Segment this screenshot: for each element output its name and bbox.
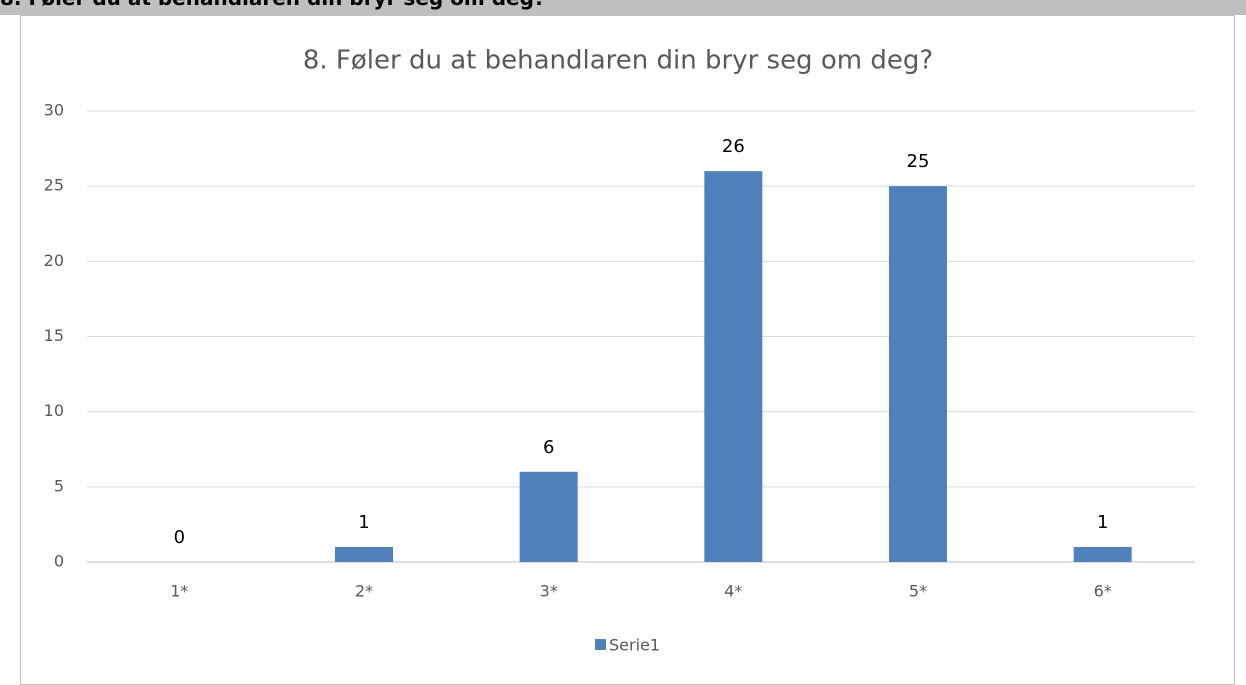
bar: [335, 546, 393, 562]
y-tick-label: 15: [44, 326, 64, 345]
x-tick-label: 2*: [355, 582, 373, 601]
data-label: 0: [174, 527, 185, 548]
bar: [519, 471, 578, 562]
x-tick-label: 4*: [724, 582, 742, 601]
data-label: 1: [358, 512, 369, 533]
y-tick-label: 25: [44, 176, 64, 195]
data-label: 25: [907, 151, 930, 172]
data-label: 6: [543, 437, 554, 458]
bar: [1073, 546, 1132, 562]
y-tick-label: 30: [44, 101, 64, 120]
y-tick-label: 10: [44, 401, 64, 420]
y-tick-label: 0: [54, 552, 64, 571]
chart-title: 8. Føler du at behandlaren din bryr seg …: [303, 46, 933, 76]
x-tick-label: 1*: [170, 582, 188, 601]
y-tick-label: 20: [44, 251, 64, 270]
x-tick-label: 5*: [909, 582, 927, 601]
y-tick-label: 5: [54, 476, 64, 495]
bar: [704, 171, 763, 562]
header-bar: 8. Føler du at behandlaren din bryr seg …: [0, 0, 1246, 15]
bar: [889, 186, 947, 562]
data-label: 26: [722, 136, 745, 157]
x-tick-label: 3*: [540, 582, 558, 601]
header-title: 8. Føler du at behandlaren din bryr seg …: [0, 0, 546, 10]
x-tick-label: 6*: [1094, 582, 1112, 601]
legend-label: Serie1: [609, 636, 660, 655]
data-label: 1: [1097, 512, 1108, 533]
legend-swatch: [595, 639, 606, 650]
